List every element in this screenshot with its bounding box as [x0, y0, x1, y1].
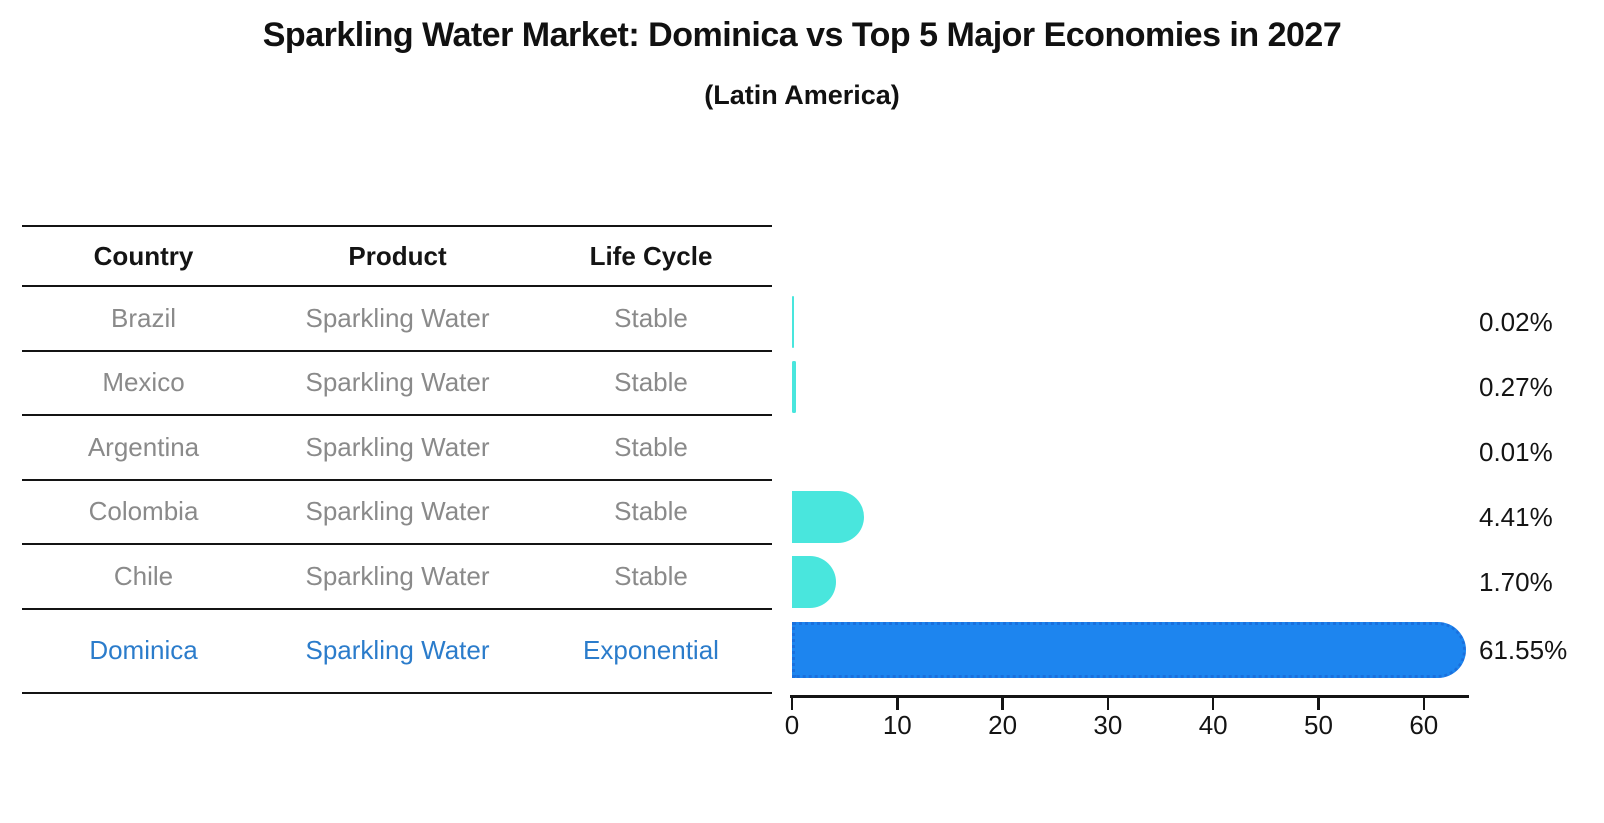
cell-product: Sparkling Water [305, 431, 490, 462]
x-tick-label-50: 50 [1304, 710, 1333, 740]
column-header-life-cycle: Life Cycle [589, 240, 713, 271]
x-tick-mark-30 [1106, 698, 1110, 710]
table-row-mexico: Mexico Sparkling Water Stable [22, 352, 772, 416]
value-label-colombia: 4.41% [1479, 502, 1553, 532]
table-row-chile: Chile Sparkling Water Stable [22, 545, 772, 610]
table-row-dominica: Dominica Sparkling Water Exponential [22, 610, 772, 694]
cell-country: Chile [113, 560, 174, 591]
cell-country: Dominica [89, 635, 198, 666]
x-tick-label-0: 0 [784, 710, 800, 740]
value-label-chile: 1.70% [1479, 567, 1553, 597]
x-tick-mark-10 [896, 698, 899, 710]
value-label-mexico: 0.27% [1479, 372, 1553, 402]
table-header-row: Country Product Life Cycle [22, 225, 772, 287]
bar-dominica [792, 622, 1467, 678]
table-row-colombia: Colombia Sparkling Water Stable [22, 481, 772, 545]
country-table: Country Product Life Cycle Brazil Sparkli… [22, 225, 772, 694]
cell-life-cycle: Stable [614, 302, 688, 333]
cell-country: Brazil [110, 302, 176, 333]
chart-title: Sparkling Water Market: Dominica vs Top … [262, 16, 1342, 54]
chart-subtitle: (Latin America) [704, 80, 900, 110]
x-axis-line [790, 695, 1469, 698]
cell-country: Colombia [88, 496, 199, 527]
x-tick-mark-60 [1422, 698, 1426, 710]
table-row-argentina: Argentina Sparkling Water Stable [22, 416, 772, 481]
bar-brazil [792, 296, 794, 348]
x-tick-mark-20 [1001, 698, 1004, 710]
cell-product: Sparkling Water [305, 560, 490, 591]
cell-product: Sparkling Water [305, 496, 490, 527]
cell-product: Sparkling Water [305, 302, 490, 333]
cell-life-cycle: Exponential [583, 635, 719, 666]
bar-chile [792, 556, 836, 608]
x-tick-label-10: 10 [882, 710, 912, 740]
table-body: Brazil Sparkling Water Stable Mexico Sparkli… [22, 287, 772, 694]
x-tick-label-30: 30 [1093, 710, 1123, 740]
value-label-dominica: 61.55% [1479, 635, 1568, 665]
cell-product: Sparkling Water [305, 367, 490, 398]
x-tick-mark-0 [790, 698, 794, 710]
cell-life-cycle: Stable [614, 496, 688, 527]
cell-life-cycle: Stable [614, 560, 688, 591]
bar-colombia [792, 491, 865, 543]
cell-life-cycle: Stable [614, 431, 688, 462]
cell-country: Argentina [87, 431, 200, 462]
x-tick-label-20: 20 [988, 710, 1018, 740]
cell-product: Sparkling Water [305, 635, 490, 666]
value-label-brazil: 0.02% [1479, 307, 1553, 337]
column-header-country: Country [93, 240, 194, 271]
x-tick-label-60: 60 [1409, 710, 1439, 740]
cell-life-cycle: Stable [614, 367, 688, 398]
value-label-argentina: 0.01% [1479, 437, 1553, 467]
x-tick-label-40: 40 [1198, 710, 1228, 740]
cell-country: Mexico [102, 367, 185, 398]
bar-mexico [792, 361, 797, 413]
x-tick-mark-50 [1317, 698, 1320, 710]
column-header-product: Product [348, 240, 447, 271]
table-row-brazil: Brazil Sparkling Water Stable [22, 287, 772, 352]
x-tick-mark-40 [1211, 698, 1215, 710]
